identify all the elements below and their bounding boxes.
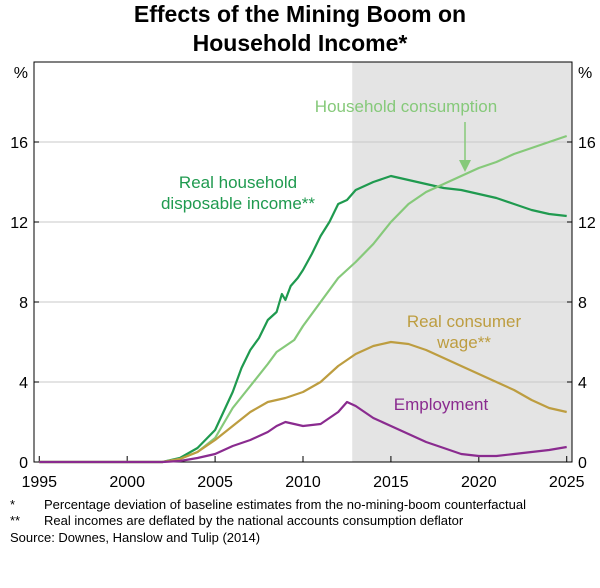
x-tick-2000: 2000 xyxy=(109,474,145,491)
y-axis-label-left: % xyxy=(14,65,28,82)
footnote-2-mark: ** xyxy=(10,513,21,528)
y-tick-right-0: 0 xyxy=(578,455,587,472)
series-line-1 xyxy=(39,134,568,464)
series-label-0-line-0: Real household xyxy=(179,173,297,192)
source-note: Source: Downes, Hanslow and Tulip (2014) xyxy=(10,530,261,545)
y-tick-left-4: 4 xyxy=(19,375,28,392)
series-label-2-line-1: wage** xyxy=(436,333,491,352)
y-tick-left-8: 8 xyxy=(19,295,28,312)
series-line-3 xyxy=(39,400,567,464)
x-tick-2025: 2025 xyxy=(549,474,585,491)
line-chart: 0 0 4 4 8 8 12 12 16 16% % 1995 2000 2005 2010 2015 2020… xyxy=(10,61,596,491)
y-axis-label-right: % xyxy=(578,65,592,82)
footnote-2: ** Real incomes are deflated by the nati… xyxy=(10,513,595,529)
y-tick-right-8: 8 xyxy=(578,295,587,312)
shaded-region xyxy=(352,62,572,462)
x-tick-1995: 1995 xyxy=(21,474,57,491)
series-label-0-line-1: disposable income** xyxy=(161,194,315,213)
series-line-0 xyxy=(39,174,567,464)
y-tick-right-12: 12 xyxy=(578,215,596,232)
y-tick-right-16: 16 xyxy=(578,135,596,152)
series-line-2 xyxy=(39,340,567,464)
series-label-3-line-0: Employment xyxy=(394,395,489,414)
chart-title-line-1: Effects of the Mining Boom on xyxy=(133,1,467,27)
footnote-2-text: Real incomes are deflated by the nationa… xyxy=(44,513,464,528)
series-label-1-line-0: Household consumption xyxy=(315,97,497,116)
x-tick-2020: 2020 xyxy=(461,474,497,491)
x-tick-2010: 2010 xyxy=(285,474,321,491)
footnotes: * Percentage deviation of baseline estim… xyxy=(10,497,595,546)
footnote-1: * Percentage deviation of baseline estim… xyxy=(10,497,595,513)
y-tick-left-16: 16 xyxy=(10,135,28,152)
footnote-1-text: Percentage deviation of baseline estimat… xyxy=(44,497,526,512)
consumption-arrow-head xyxy=(459,160,471,172)
y-tick-left-12: 12 xyxy=(10,215,28,232)
y-tick-left-0: 0 xyxy=(19,455,28,472)
footnote-1-mark: * xyxy=(10,497,16,512)
x-tick-2015: 2015 xyxy=(373,474,409,491)
chart-title: Effects of the Mining Boom on Household … xyxy=(0,0,600,58)
x-tick-2005: 2005 xyxy=(197,474,233,491)
chart-title-line-2: Household Income* xyxy=(192,30,408,56)
series-label-2-line-0: Real consumer xyxy=(407,312,522,331)
y-tick-right-4: 4 xyxy=(578,375,587,392)
